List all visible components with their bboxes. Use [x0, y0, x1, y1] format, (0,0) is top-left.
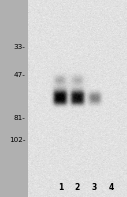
Text: 33-: 33-	[13, 44, 25, 50]
Text: 3: 3	[92, 183, 97, 192]
Text: 1: 1	[58, 183, 63, 192]
Text: 102-: 102-	[9, 137, 25, 143]
Text: 4: 4	[109, 183, 114, 192]
Text: 2: 2	[75, 183, 80, 192]
Text: 47-: 47-	[13, 72, 25, 78]
Text: 81-: 81-	[13, 115, 25, 121]
